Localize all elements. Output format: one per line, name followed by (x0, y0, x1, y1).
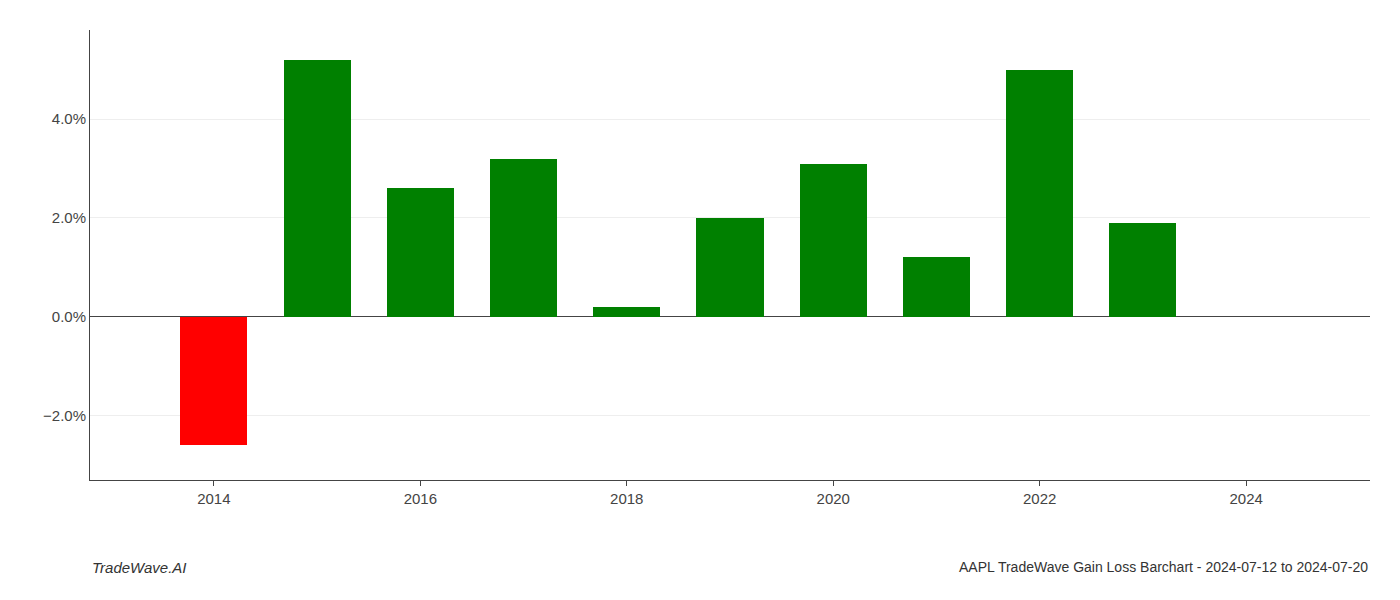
svg-text:TradeWave.AI: TradeWave.AI (92, 559, 186, 576)
svg-text:4.0%: 4.0% (52, 110, 86, 127)
svg-text:−2.0%: −2.0% (43, 407, 86, 424)
svg-text:2014: 2014 (197, 490, 230, 507)
svg-text:2016: 2016 (404, 490, 437, 507)
svg-text:2024: 2024 (1229, 490, 1262, 507)
svg-text:0.0%: 0.0% (52, 308, 86, 325)
svg-text:2.0%: 2.0% (52, 209, 86, 226)
svg-text:AAPL TradeWave Gain Loss Barch: AAPL TradeWave Gain Loss Barchart - 2024… (959, 559, 1368, 575)
svg-text:2018: 2018 (610, 490, 643, 507)
svg-text:2020: 2020 (817, 490, 850, 507)
svg-text:2022: 2022 (1023, 490, 1056, 507)
